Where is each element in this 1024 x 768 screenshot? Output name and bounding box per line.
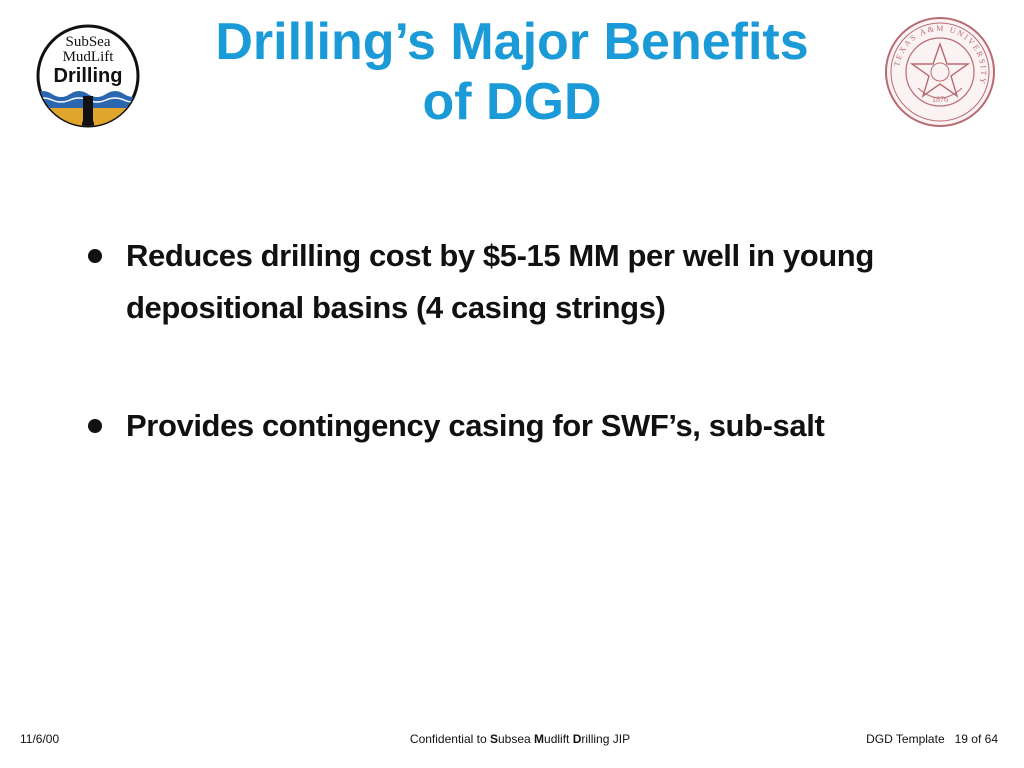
slide-title: Drilling’s Major Benefits of DGD [150, 12, 874, 132]
bullet-list: Reduces drilling cost by $5-15 MM per we… [86, 230, 966, 452]
bullet-item: Reduces drilling cost by $5-15 MM per we… [86, 230, 966, 334]
footer-template: DGD Template 19 of 64 [866, 732, 998, 746]
logo-line-mudlift: MudLift [63, 49, 115, 65]
seal-year: 1876 [932, 95, 948, 104]
bullet-text: Reduces drilling cost by $5-15 MM per we… [126, 238, 874, 325]
bullet-dot-icon [88, 249, 102, 263]
texas-am-seal-logo: TEXAS A&M UNIVERSITY 1876 [884, 16, 996, 128]
footer-date: 11/6/00 [20, 732, 60, 746]
footer-confidential: Confidential to Subsea Mudlift Drilling … [409, 732, 631, 746]
bullet-item: Provides contingency casing for SWF’s, s… [86, 400, 966, 452]
slide-title-line-2: of DGD [422, 73, 602, 131]
logo-line-drilling: Drilling [54, 65, 123, 87]
subsea-mudlift-drilling-logo: SubSea MudLift Drilling [34, 20, 142, 132]
footer-page-number: 19 of 64 [954, 732, 998, 746]
logo-line-subsea: SubSea [66, 34, 111, 50]
slide-title-line-1: Drilling’s Major Benefits [215, 13, 809, 71]
footer-template-name: DGD Template [866, 732, 945, 746]
bullet-dot-icon [88, 419, 102, 433]
bullet-text: Provides contingency casing for SWF’s, s… [126, 408, 825, 443]
slide-footer: 11/6/00 Confidential to Subsea Mudlift D… [0, 730, 1024, 750]
